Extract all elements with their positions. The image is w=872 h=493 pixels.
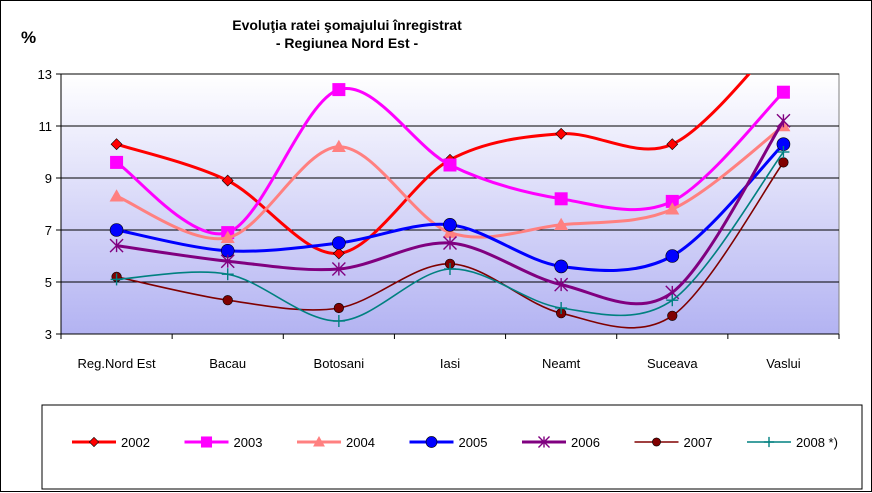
data-point [554,192,568,206]
data-point [110,138,123,151]
data-point [665,194,679,208]
data-point [221,268,234,281]
data-point [109,238,124,253]
data-point [763,436,775,448]
data-point [332,83,346,97]
axes [56,73,840,339]
data-point [666,138,679,151]
data-point [109,189,124,202]
data-point [109,223,124,237]
data-point [665,202,680,215]
data-point [110,155,124,169]
chart-subtitle: - Regiunea Nord Est - [276,35,419,51]
series-lines [109,30,791,329]
legend-label: 2008 *) [796,435,838,450]
legend-label: 2005 [459,435,488,450]
data-point [665,249,680,263]
data-point [443,158,457,172]
legend-label: 2006 [571,435,600,450]
y-tick-label: 9 [45,171,52,186]
x-tick-label: Suceava [647,356,698,371]
legend-box [41,404,863,490]
y-axis-label: % [21,28,36,47]
x-tick-label: Bacau [209,356,246,371]
data-point [443,218,457,232]
data-point [555,302,568,314]
data-point [554,277,569,292]
x-tick-labels: Reg.Nord Est Bacau Botosani Iasi Neamt Suceav… [78,356,801,371]
data-point [88,436,100,448]
legend: 2002 2003 2004 2005 2006 2007 2008 *) [72,435,838,450]
data-point [778,30,789,41]
data-point [776,113,791,128]
y-tick-label: 13 [38,67,52,82]
legend-label: 2004 [346,435,375,450]
y-tick-label: 3 [45,327,52,342]
data-point [110,273,123,286]
data-point [331,139,346,153]
data-point [313,436,325,447]
y-tick-label: 5 [45,275,52,290]
data-point [425,436,438,448]
data-point [333,302,344,314]
x-tick-label: Botosani [314,356,365,371]
data-point [220,230,235,244]
data-point [200,436,213,448]
data-point [443,236,457,250]
data-point [444,263,456,275]
y-tick-labels: 3 5 7 9 11 13 [38,67,52,342]
y-tick-label: 7 [45,223,52,238]
data-point [222,295,233,306]
data-point [778,157,789,168]
data-point [555,127,568,140]
x-tick-label: Vaslui [766,356,801,371]
data-point [331,262,346,276]
data-point [537,435,551,449]
grid-lines [61,73,839,283]
legend-label: 2003 [234,435,263,450]
plot-area [60,73,840,335]
y-tick-label: 11 [39,119,53,134]
data-point [220,254,235,269]
data-point [443,225,457,238]
data-point [221,174,234,187]
x-tick-label: Reg.Nord Est [78,356,156,371]
data-point [332,247,345,260]
chart-title: Evoluţia ratei şomajului înregistrat [232,17,462,33]
data-point [332,236,346,250]
x-tick-label: Neamt [542,356,581,371]
data-point [667,310,678,321]
data-point [332,315,345,327]
data-point [554,217,569,231]
data-point [666,294,679,307]
x-tick-label: Iasi [440,356,460,371]
data-point [554,259,568,274]
data-point [777,146,790,158]
legend-label: 2002 [121,435,150,450]
data-point [776,85,790,99]
legend-label: 2007 [684,435,713,450]
data-point [652,437,661,447]
